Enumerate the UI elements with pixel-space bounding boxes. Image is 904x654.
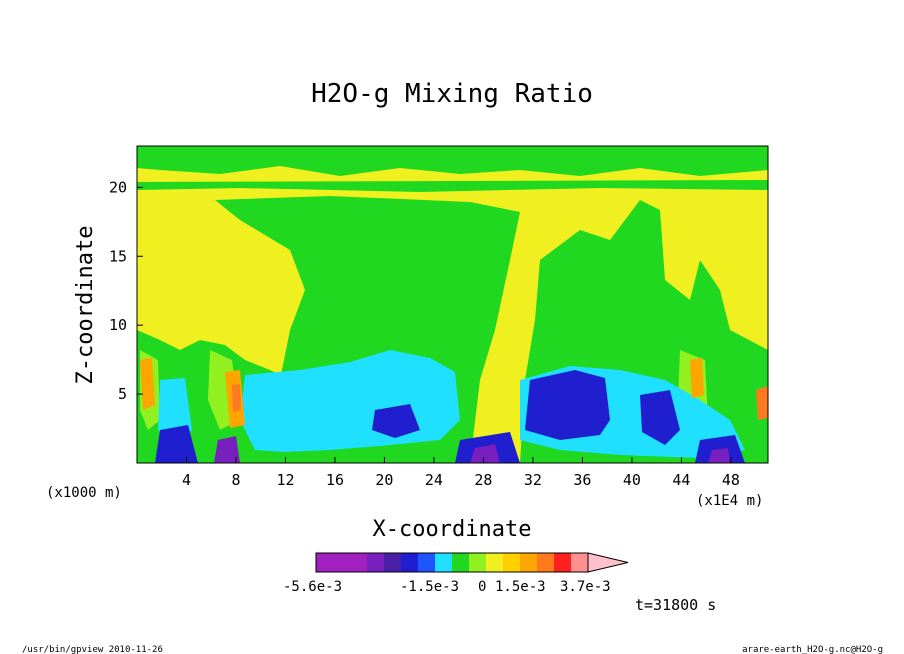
colorbar-segment — [520, 553, 538, 572]
colorbar-segment — [571, 553, 589, 572]
x-tick-label: 20 — [375, 471, 393, 489]
y-tick-label: 10 — [109, 316, 127, 334]
field-orange-4 — [756, 386, 768, 420]
field-blue-center — [372, 404, 420, 438]
field-purple-1 — [214, 436, 240, 463]
colorbar — [315, 552, 629, 573]
colorbar-label: -5.6e-3 — [283, 579, 342, 595]
colorbar-segment — [350, 553, 368, 572]
field-blue-right — [525, 370, 610, 440]
y-axis: 5 10 15 20 — [109, 178, 143, 403]
x-tick-label: 12 — [276, 471, 294, 489]
x-tick-label: 4 — [182, 471, 191, 489]
x-tick-label: 44 — [672, 471, 690, 489]
colorbar-segment — [554, 553, 572, 572]
colorbar-segment — [537, 553, 555, 572]
y-tick-label: 20 — [109, 178, 127, 196]
colorbar-label: 0 — [478, 579, 486, 595]
colorbar-segment — [333, 553, 351, 572]
footer-right: arare-earth_H2O-g.nc@H2O-g — [742, 645, 883, 654]
field-purple-2 — [470, 444, 500, 463]
x-tick-label: 24 — [425, 471, 443, 489]
x-tick-label: 28 — [474, 471, 492, 489]
chart-title: H2O-g Mixing Ratio — [311, 79, 593, 109]
field-green-top — [137, 146, 768, 176]
colorbar-label: -1.5e-3 — [400, 579, 459, 595]
x-tick-label: 48 — [722, 471, 740, 489]
colorbar-segment — [435, 553, 453, 572]
x-unit-right: (x1E4 m) — [696, 493, 763, 509]
field-orange-3 — [690, 358, 704, 398]
field-blue-right-2 — [640, 390, 680, 445]
field-orange-1 — [140, 358, 155, 410]
colorbar-label: 1.5e-3 — [495, 579, 546, 595]
x-tick-label: 8 — [231, 471, 240, 489]
time-label: t=31800 s — [635, 596, 716, 614]
footer-left: /usr/bin/gpview 2010-11-26 — [22, 645, 163, 654]
colorbar-frame — [315, 552, 589, 573]
colorbar-segment — [418, 553, 436, 572]
field-blue-bottom-left — [155, 425, 198, 463]
field-purple-3 — [708, 448, 730, 463]
y-axis-title: Z-coordinate — [73, 226, 98, 385]
field-orange-5 — [232, 384, 241, 412]
colorbar-segment — [401, 553, 419, 572]
colorbar-segment — [486, 553, 504, 572]
colorbar-label: 3.7e-3 — [560, 579, 611, 595]
x-tick-label: 16 — [326, 471, 344, 489]
x-axis-title: X-coordinate — [373, 517, 532, 542]
x-unit-left: (x1000 m) — [46, 485, 122, 501]
colorbar-segment — [367, 553, 385, 572]
plot-frame — [136, 145, 769, 464]
x-tick-label: 36 — [573, 471, 591, 489]
colorbar-labels: -5.6e-3 -1.5e-3 0 1.5e-3 3.7e-3 — [283, 579, 611, 595]
x-tick-label: 40 — [623, 471, 641, 489]
colorbar-extend-arrow — [587, 552, 629, 573]
colorbar-segment — [384, 553, 402, 572]
colorbar-segment — [469, 553, 487, 572]
colorbar-segment — [503, 553, 521, 572]
field-green-strip — [137, 180, 768, 192]
y-tick-label: 5 — [118, 385, 127, 403]
colorbar-segment — [452, 553, 470, 572]
y-tick-label: 15 — [109, 247, 127, 265]
colorbar-segment — [316, 553, 334, 572]
plot-field — [136, 145, 769, 464]
x-axis: 4 8 12 16 20 24 28 32 36 40 44 48 — [182, 457, 740, 489]
x-tick-label: 32 — [524, 471, 542, 489]
